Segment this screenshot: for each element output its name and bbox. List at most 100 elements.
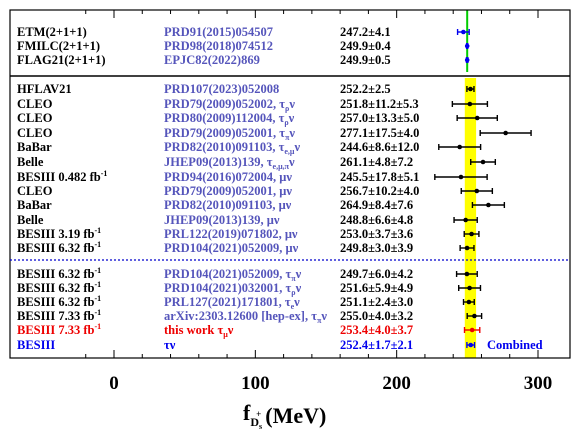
table-row: CLEO PRD80(2009)112004, τρν 257.0±13.3±5.0 <box>17 111 498 127</box>
row-value: 256.7±10.2±4.0 <box>340 184 419 198</box>
data-point <box>467 101 473 107</box>
row-value: 257.0±13.3±5.0 <box>340 111 419 125</box>
row-reference: PRD82(2010)091103, μν <box>164 198 292 212</box>
x-tick-label: 200 <box>382 373 411 394</box>
row-value: 253.4±4.0±3.7 <box>340 323 413 337</box>
data-point <box>457 144 463 150</box>
table-row: BESIII 0.482 fb-1 PRD94(2016)072004, μν 24… <box>17 169 488 184</box>
data-point <box>469 327 475 333</box>
row-value: 277.1±17.5±4.0 <box>340 126 419 140</box>
table-row: BESIII 6.32 fb-1 PRD104(2021)052009, μν 24… <box>17 240 475 255</box>
row-reference: PRD94(2016)072004, μν <box>164 170 292 184</box>
table-row: ETM(2+1+1) PRD91(2015)054507 247.2±4.1 <box>17 25 470 39</box>
data-point <box>463 217 468 223</box>
row-label: Belle <box>17 213 44 227</box>
data-point <box>486 202 491 208</box>
data-point <box>464 245 470 251</box>
table-row: BaBar PRD82(2010)091103, μν 264.9±8.4±7.6 <box>17 198 506 212</box>
row-label: BESIII 7.33 fb-1 <box>17 308 101 323</box>
row-label: Belle <box>17 155 44 169</box>
table-row: FLAG21(2+1+1) EPJC82(2022)869 249.9±0.5 <box>17 53 470 67</box>
row-value: 252.2±2.5 <box>340 82 391 96</box>
row-label: CLEO <box>17 111 53 125</box>
x-tick-label: 300 <box>524 373 553 394</box>
plot-frame <box>9 9 571 359</box>
data-point <box>469 231 474 237</box>
table-row: BESIII 6.32 fb-1 PRD104(2021)052009, τπν 2… <box>17 266 478 283</box>
x-axis: 0 100 200 300 fDs+ (MeV) <box>85 10 553 431</box>
combined-label: Combined <box>487 338 543 352</box>
row-reference: PRD79(2009)052001, μν <box>164 184 292 198</box>
row-value: 245.5±17.8±5.1 <box>340 170 419 184</box>
row-reference: PRD107(2023)052008 <box>164 82 279 96</box>
row-reference: PRD79(2009)052002, τρν <box>164 97 295 113</box>
table-row: BESIII 7.33 fb-1 arXiv:2303.12600 [hep-ex… <box>17 308 483 325</box>
data-point <box>464 271 470 277</box>
row-label: ETM(2+1+1) <box>17 25 87 39</box>
table-row: CLEO PRD79(2009)052002, τρν 251.8±11.2±5.3 <box>17 97 489 113</box>
data-point <box>503 130 508 136</box>
row-reference: EPJC82(2022)869 <box>164 53 260 67</box>
data-point <box>464 43 470 49</box>
data-point <box>474 188 480 194</box>
row-value: 251.8±11.2±5.3 <box>340 97 419 111</box>
row-value: 252.4±1.7±2.1 <box>340 338 413 352</box>
row-label: BESIII 6.32 fb-1 <box>17 294 101 309</box>
row-value: 244.6±8.6±12.0 <box>340 140 419 154</box>
row-label: BESIII 6.32 fb-1 <box>17 266 101 281</box>
row-value: 248.8±6.6±4.8 <box>340 213 413 227</box>
row-reference: PRD82(2010)091103, τe,μν <box>164 140 300 156</box>
row-reference: arXiv:2303.12600 [hep-ex], τπν <box>164 309 327 325</box>
x-axis-label: fDs+ (MeV) <box>243 400 326 431</box>
row-value: 255.0±4.0±3.2 <box>340 309 413 323</box>
data-point <box>480 159 486 165</box>
average-band <box>464 78 477 358</box>
row-label: FMILC(2+1+1) <box>17 39 100 53</box>
row-value: 249.8±3.0±3.9 <box>340 241 413 255</box>
row-reference: PRD104(2021)032001, τρν <box>164 281 302 297</box>
row-label: BaBar <box>17 198 52 212</box>
row-value: 249.9±0.4 <box>340 39 391 53</box>
row-label: BESIII 6.32 fb-1 <box>17 280 101 295</box>
data-point <box>467 285 472 291</box>
row-reference: PRD80(2009)112004, τρν <box>164 111 295 127</box>
rows-layer: ETM(2+1+1) PRD91(2015)054507 247.2±4.1FMIL… <box>17 25 543 352</box>
row-reference: PRL122(2019)071802, μν <box>164 227 298 241</box>
table-row: Belle JHEP09(2013)139, τe,μ,πν 261.1±4.8±7… <box>17 155 497 171</box>
table-row: BESIII 6.32 fb-1 PRL127(2021)171801, τeν 2… <box>17 294 475 311</box>
table-row: BaBar PRD82(2010)091103, τe,μν 244.6±8.6±1… <box>17 140 482 156</box>
frame-layer <box>9 9 571 359</box>
table-row: FMILC(2+1+1) PRD98(2018)074512 249.9±0.4 <box>17 39 470 53</box>
row-reference: this work τμν <box>164 323 234 339</box>
row-label: BESIII 7.33 fb-1 <box>17 322 101 337</box>
row-label: BaBar <box>17 140 52 154</box>
table-row: HFLAV21 PRD107(2023)052008 252.2±2.5 <box>17 82 475 96</box>
table-row: Belle JHEP09(2013)139, μν 248.8±6.6±4.8 <box>17 213 478 227</box>
data-point <box>461 29 466 35</box>
row-reference: PRD91(2015)054507 <box>164 25 273 39</box>
row-value: 247.2±4.1 <box>340 25 391 39</box>
row-value: 251.1±2.4±3.0 <box>340 295 413 309</box>
table-row: BESIII 7.33 fb-1 this work τμν 253.4±4.0±3… <box>17 322 481 339</box>
table-row: BESIII 6.32 fb-1 PRD104(2021)032001, τρν 2… <box>17 280 482 297</box>
data-point <box>458 174 464 180</box>
row-reference: JHEP09(2013)139, τe,μ,πν <box>164 155 295 171</box>
table-row: CLEO PRD79(2009)052001, τπν 277.1±17.5±4.0 <box>17 126 532 142</box>
table-row: CLEO PRD79(2009)052001, μν 256.7±10.2±4.0 <box>17 184 494 198</box>
row-value: 261.1±4.8±7.2 <box>340 155 413 169</box>
row-value: 264.9±8.4±7.6 <box>340 198 413 212</box>
row-value: 249.9±0.5 <box>340 53 391 67</box>
data-point <box>466 299 472 305</box>
row-reference: JHEP09(2013)139, μν <box>164 213 280 227</box>
row-reference: PRD79(2009)052001, τπν <box>164 126 295 142</box>
row-label: HFLAV21 <box>17 82 72 96</box>
table-row: BESIII 3.19 fb-1 PRL122(2019)071802, μν 25… <box>17 226 480 241</box>
row-reference: PRD104(2021)052009, μν <box>164 241 299 255</box>
row-label: BESIII 3.19 fb-1 <box>17 226 101 241</box>
row-label: BESIII <box>17 338 55 352</box>
row-reference: PRD104(2021)052009, τπν <box>164 267 302 283</box>
row-value: 251.6±5.9±4.9 <box>340 281 413 295</box>
row-label: BESIII 0.482 fb-1 <box>17 169 107 184</box>
row-value: 253.0±3.7±3.6 <box>340 227 413 241</box>
